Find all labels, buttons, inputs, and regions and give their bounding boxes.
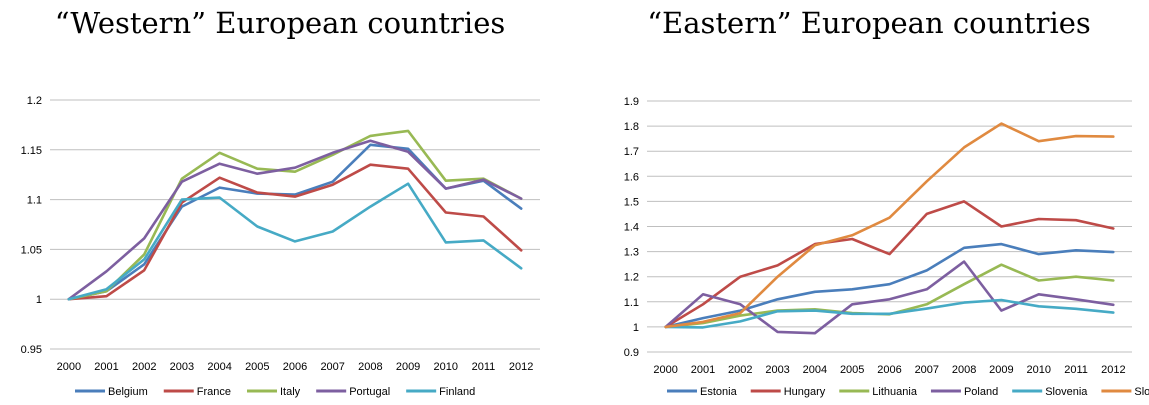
y-tick-label: 0.9: [624, 347, 639, 359]
x-tick-label: 2007: [915, 364, 939, 376]
series-line-france: [67, 163, 523, 301]
x-tick-label: 2012: [509, 361, 533, 373]
series-line-slovakia: [664, 122, 1115, 329]
y-tick-label: 1.8: [624, 121, 639, 133]
right-chart-title: “Eastern” European countries: [647, 6, 1091, 40]
series-line-italy: [67, 129, 523, 301]
y-tick-label: 1: [36, 294, 42, 306]
x-tick-label: 2008: [952, 364, 976, 376]
legend-label: France: [197, 386, 231, 398]
y-tick-label: 1.9: [624, 96, 639, 108]
x-tick-label: 2006: [877, 364, 901, 376]
y-tick-label: 1.15: [21, 145, 42, 157]
x-tick-label: 2004: [207, 361, 231, 373]
y-tick-label: 1.05: [21, 244, 42, 256]
x-tick-label: 2011: [472, 361, 496, 373]
x-tick-label: 2006: [283, 361, 307, 373]
y-tick-label: 1.4: [624, 222, 639, 234]
x-tick-label: 2011: [1064, 364, 1088, 376]
x-tick-label: 2009: [396, 361, 420, 373]
y-tick-label: 1.3: [624, 247, 639, 259]
legend-label: Estonia: [700, 386, 738, 398]
x-tick-label: 2004: [803, 364, 827, 376]
legend-label: Italy: [280, 386, 301, 398]
series-line-finland: [67, 182, 523, 301]
x-tick-label: 2007: [320, 361, 344, 373]
y-tick-label: 1: [633, 322, 639, 334]
series-line-estonia: [664, 242, 1115, 329]
x-tick-label: 2003: [765, 364, 789, 376]
left-chart-title: “Western” European countries: [54, 6, 506, 40]
x-tick-label: 2005: [245, 361, 269, 373]
series-line-hungary: [664, 200, 1115, 329]
x-tick-label: 2012: [1101, 364, 1125, 376]
x-tick-label: 2002: [132, 361, 156, 373]
western-europe-line-chart: 0.95 1 1.05 1.1 1.15 1.2 2000 2001 2002 2003 2004 2…: [21, 95, 540, 398]
y-tick-label: 1.1: [624, 297, 639, 309]
legend-label: Portugal: [349, 386, 390, 398]
x-tick-label: 2008: [358, 361, 382, 373]
series-line-portugal: [67, 139, 523, 301]
legend-label: Lithuania: [872, 386, 918, 398]
legend-label: Poland: [964, 386, 998, 398]
y-tick-label: 1.1: [27, 195, 42, 207]
x-tick-label: 2010: [1026, 364, 1050, 376]
legend-label: Hungary: [784, 386, 826, 398]
legend-label: Belgium: [108, 386, 148, 398]
x-tick-label: 2000: [653, 364, 677, 376]
legend-label: Slovenia: [1045, 386, 1088, 398]
legend-label: Slovakia: [1134, 386, 1149, 398]
x-tick-label: 2009: [989, 364, 1013, 376]
y-tick-label: 0.95: [21, 344, 42, 356]
x-tick-label: 2001: [691, 364, 715, 376]
y-tick-label: 1.7: [624, 146, 639, 158]
series-line-poland: [664, 260, 1115, 335]
x-tick-label: 2001: [94, 361, 118, 373]
y-tick-label: 1.2: [624, 272, 639, 284]
legend-label: Finland: [439, 386, 475, 398]
x-tick-label: 2010: [434, 361, 458, 373]
x-tick-label: 2000: [57, 361, 81, 373]
y-tick-label: 1.5: [624, 196, 639, 208]
y-tick-label: 1.6: [624, 171, 639, 183]
x-tick-label: 2002: [728, 364, 752, 376]
eastern-europe-line-chart: 0.9 1 1.1 1.2 1.3 1.4 1.5 1.6 1.7 1.8 1.9 2000 2001 2…: [624, 96, 1149, 398]
x-tick-label: 2003: [170, 361, 194, 373]
y-tick-label: 1.2: [27, 95, 42, 107]
x-tick-label: 2005: [840, 364, 864, 376]
series-line-slovenia: [664, 298, 1115, 329]
